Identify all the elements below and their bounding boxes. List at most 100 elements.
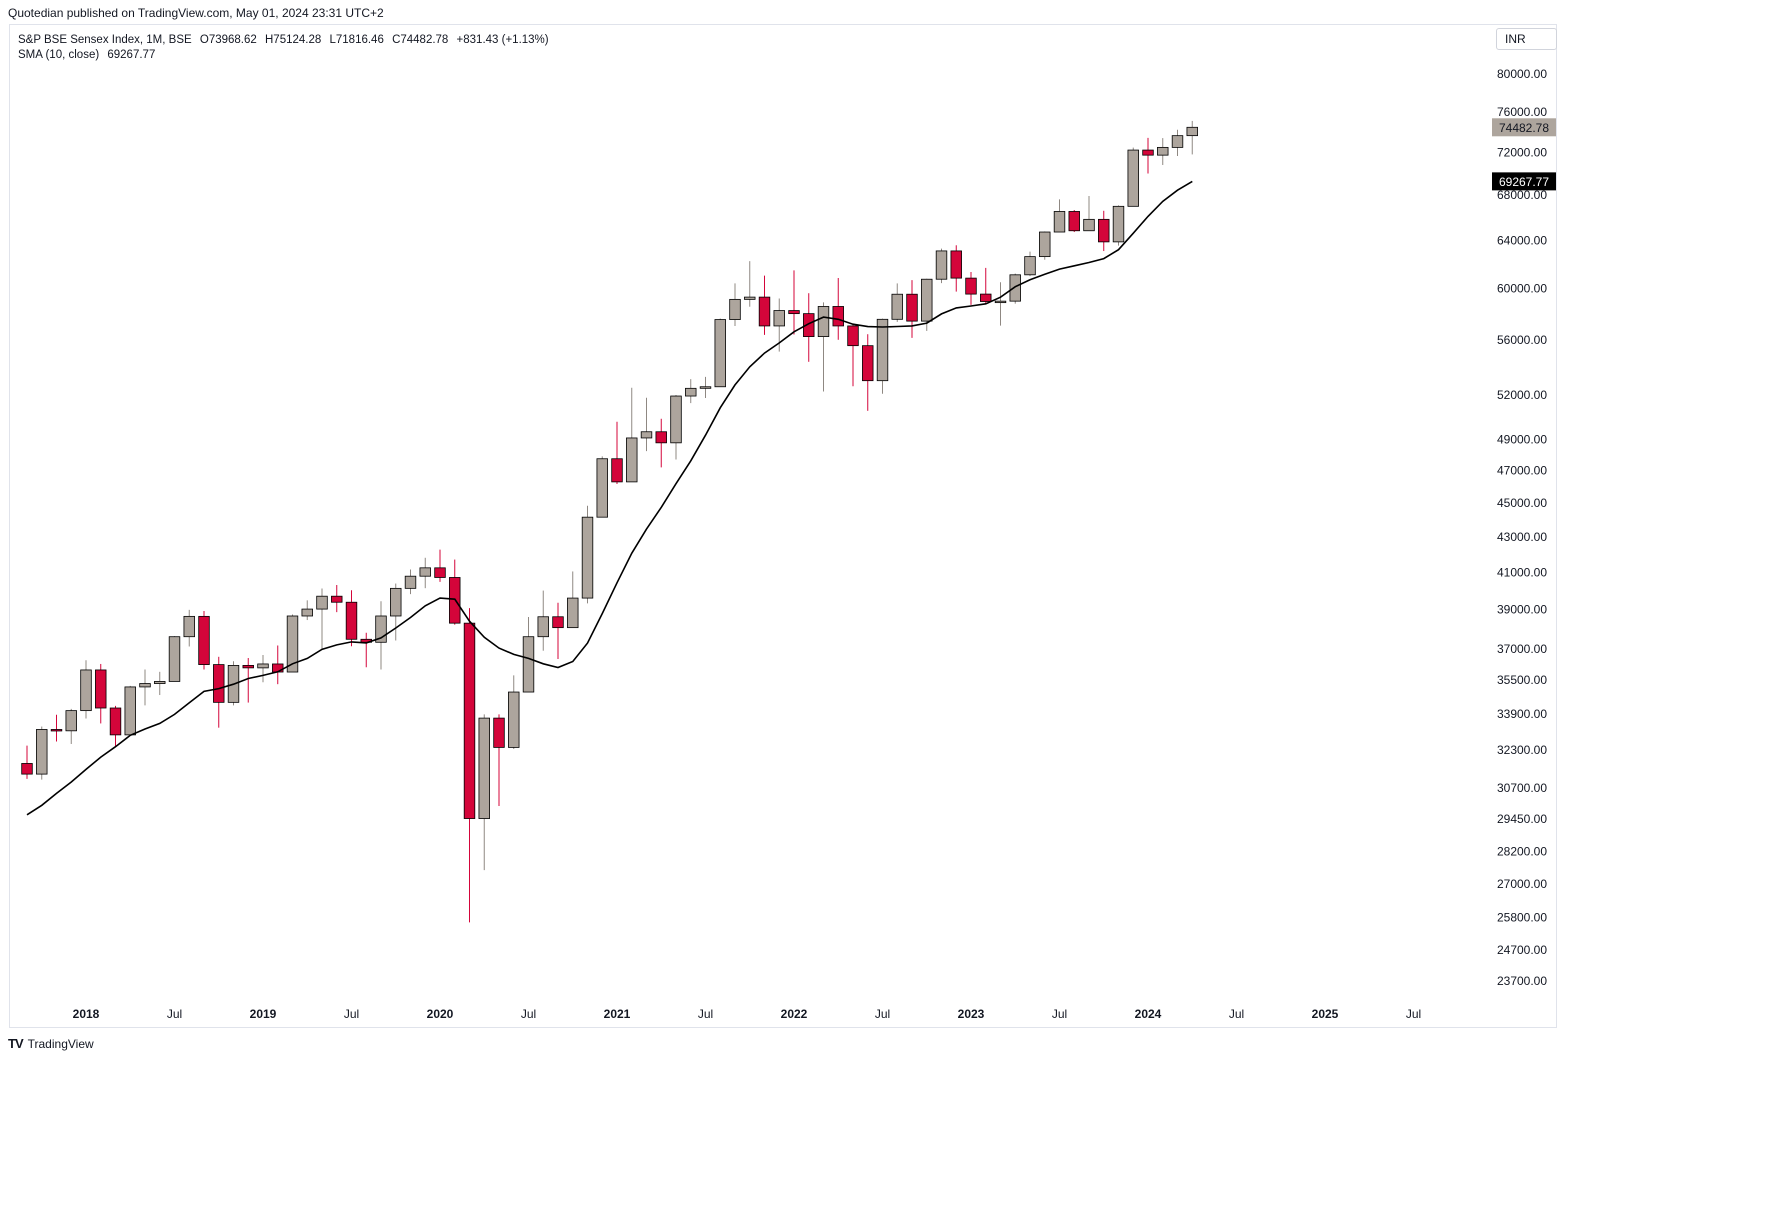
symbol-name: S&P BSE Sensex Index, 1M, BSE <box>18 34 192 46</box>
candle-body <box>788 310 800 315</box>
candle[interactable] <box>1053 199 1066 233</box>
candle[interactable] <box>1157 138 1169 165</box>
candle-body <box>522 636 535 693</box>
candle[interactable] <box>50 714 63 742</box>
candle[interactable] <box>434 549 446 582</box>
candle[interactable] <box>1024 251 1036 277</box>
candle-body <box>109 707 122 736</box>
candle[interactable] <box>670 395 682 460</box>
candle-body <box>906 293 918 322</box>
candle[interactable] <box>626 387 638 483</box>
candle[interactable] <box>891 283 903 322</box>
candle[interactable] <box>876 318 889 394</box>
candle-body <box>478 717 490 819</box>
candle[interactable] <box>301 600 313 621</box>
candle[interactable] <box>508 675 520 750</box>
candle[interactable] <box>375 601 387 670</box>
candle[interactable] <box>847 324 859 387</box>
candle[interactable] <box>272 645 284 685</box>
chart-pane[interactable] <box>9 24 1557 1028</box>
candle[interactable] <box>139 669 151 706</box>
candle[interactable] <box>1142 137 1154 174</box>
candle[interactable] <box>331 585 343 613</box>
candle[interactable] <box>242 658 254 703</box>
candle[interactable] <box>198 610 210 670</box>
candle[interactable] <box>906 280 918 338</box>
candle[interactable] <box>832 277 844 340</box>
candle[interactable] <box>80 660 92 719</box>
candle[interactable] <box>699 376 712 399</box>
candle[interactable] <box>729 283 741 326</box>
sma-legend-row[interactable]: SMA (10, close) 69267.77 <box>18 48 554 63</box>
candle-body <box>1171 135 1184 148</box>
currency-button[interactable]: INR <box>1496 28 1557 50</box>
candle[interactable] <box>1068 210 1080 233</box>
candle[interactable] <box>1186 120 1198 155</box>
y-tick-label: 30700.00 <box>1497 781 1547 795</box>
candle[interactable] <box>449 559 461 625</box>
candle[interactable] <box>183 609 195 647</box>
candle[interactable] <box>345 590 358 647</box>
y-tick-label: 43000.00 <box>1497 530 1547 544</box>
candle[interactable] <box>257 654 269 683</box>
candle[interactable] <box>862 334 874 411</box>
candle[interactable] <box>95 663 107 724</box>
candle[interactable] <box>803 293 815 362</box>
candle[interactable] <box>21 745 33 779</box>
y-tick-label: 25800.00 <box>1497 911 1547 925</box>
candle[interactable] <box>1039 231 1051 260</box>
candle[interactable] <box>950 245 962 292</box>
candle[interactable] <box>1127 147 1139 207</box>
candle[interactable] <box>390 583 402 641</box>
y-tick-label: 72000.00 <box>1497 146 1547 160</box>
candle[interactable] <box>213 656 225 728</box>
candle[interactable] <box>1083 196 1095 232</box>
candle[interactable] <box>552 602 564 660</box>
candle[interactable] <box>36 726 48 780</box>
candle[interactable] <box>168 636 181 682</box>
candle[interactable] <box>581 505 594 604</box>
candle[interactable] <box>744 261 756 307</box>
candle[interactable] <box>1098 210 1110 252</box>
candle[interactable] <box>994 282 1007 326</box>
candle[interactable] <box>316 588 328 650</box>
candle-body <box>980 293 992 302</box>
candle[interactable] <box>640 397 653 452</box>
tradingview-footer[interactable]: TV TradingView <box>8 1036 94 1051</box>
candle[interactable] <box>522 616 535 693</box>
candle[interactable] <box>817 302 830 392</box>
candle[interactable] <box>567 571 579 629</box>
candle[interactable] <box>714 318 726 388</box>
candle[interactable] <box>596 456 608 518</box>
candle[interactable] <box>758 275 771 335</box>
candle[interactable] <box>478 714 490 871</box>
candle-body <box>404 575 417 589</box>
candle[interactable] <box>537 590 549 651</box>
candle[interactable] <box>286 614 299 673</box>
candle[interactable] <box>124 685 136 736</box>
candle[interactable] <box>655 418 667 468</box>
candle[interactable] <box>965 272 977 305</box>
candle[interactable] <box>1009 273 1021 304</box>
candle[interactable] <box>360 632 372 668</box>
candle[interactable] <box>404 569 417 595</box>
candle[interactable] <box>419 557 431 589</box>
candle[interactable] <box>109 705 122 747</box>
candle-body <box>1053 211 1066 233</box>
candle-body <box>21 763 33 775</box>
candle-body <box>65 710 77 732</box>
candle[interactable] <box>493 714 505 807</box>
candle[interactable] <box>788 270 800 335</box>
candle[interactable] <box>980 267 992 304</box>
candle[interactable] <box>685 379 697 404</box>
candle[interactable] <box>463 608 476 923</box>
candle[interactable] <box>154 671 166 696</box>
candle[interactable] <box>1112 205 1125 246</box>
y-tick-label: 64000.00 <box>1497 233 1547 247</box>
candle[interactable] <box>611 421 623 484</box>
candle[interactable] <box>1171 129 1184 156</box>
candle[interactable] <box>935 248 948 284</box>
symbol-legend-row[interactable]: S&P BSE Sensex Index, 1M, BSE O73968.62 … <box>18 33 554 48</box>
candle[interactable] <box>65 708 77 744</box>
